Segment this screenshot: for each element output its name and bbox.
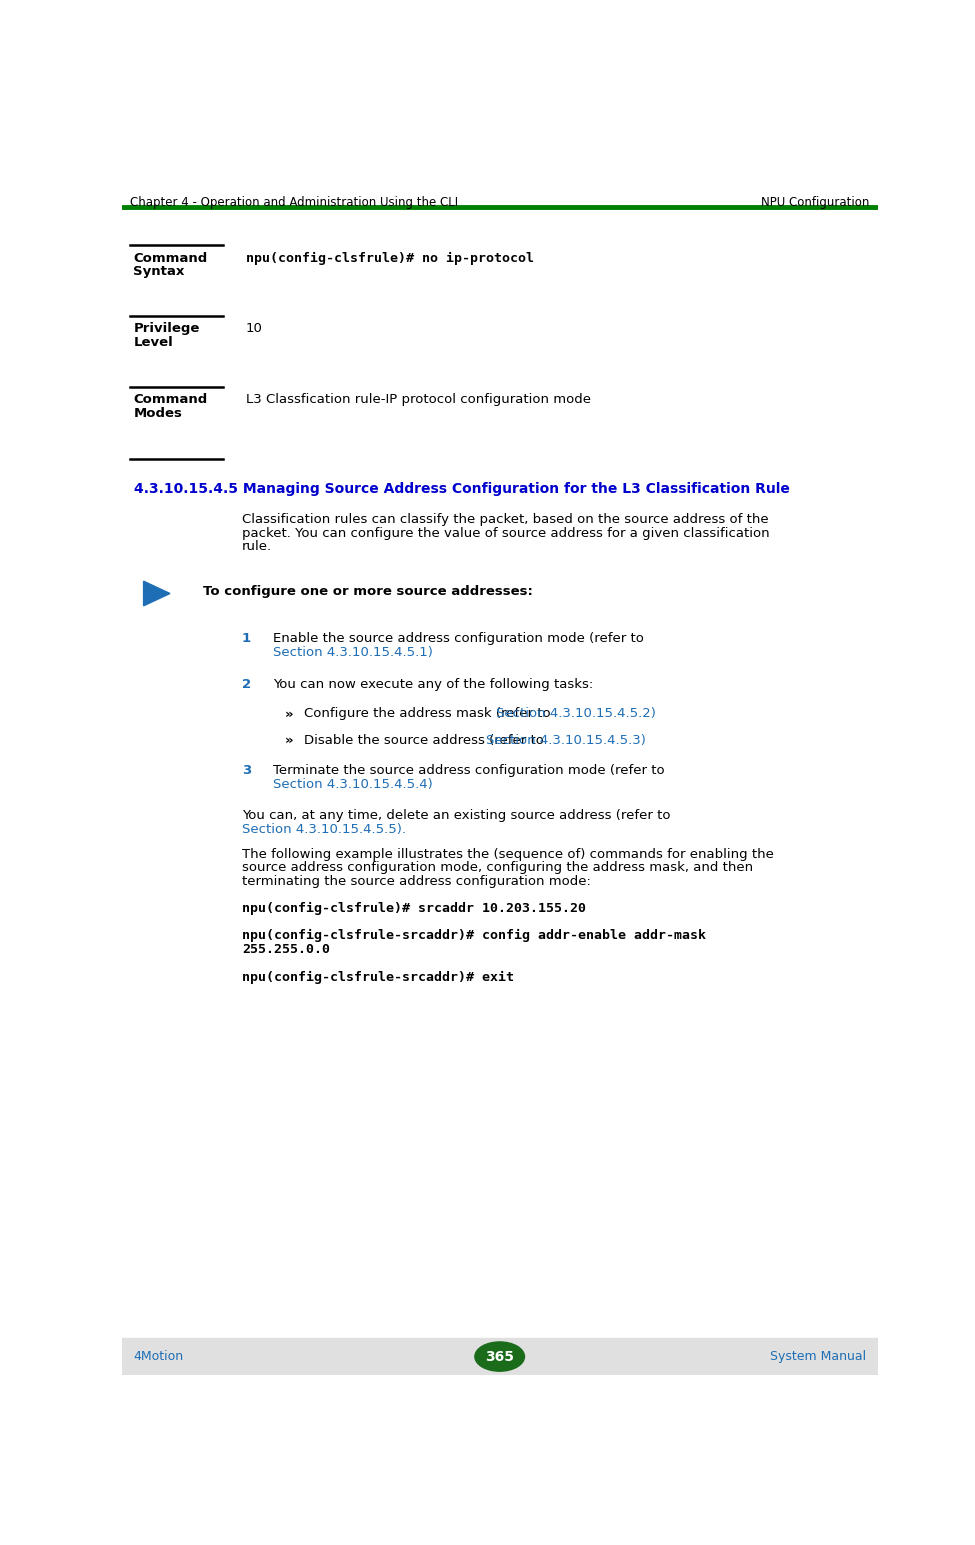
Text: Disable the source address (refer to: Disable the source address (refer to xyxy=(304,734,548,746)
Text: The following example illustrates the (sequence of) commands for enabling the: The following example illustrates the (s… xyxy=(242,848,774,861)
Text: npu(config-clsfrule)# no ip-protocol: npu(config-clsfrule)# no ip-protocol xyxy=(246,252,534,264)
Text: »: » xyxy=(285,708,293,720)
Text: Section 4.3.10.15.4.5.2): Section 4.3.10.15.4.5.2) xyxy=(496,708,656,720)
Text: NPU Configuration: NPU Configuration xyxy=(761,196,870,209)
Text: Enable the source address configuration mode (refer to: Enable the source address configuration … xyxy=(273,632,644,644)
Text: Command: Command xyxy=(134,252,208,264)
Text: 365: 365 xyxy=(486,1350,514,1364)
Text: Chapter 4 - Operation and Administration Using the CLI: Chapter 4 - Operation and Administration… xyxy=(130,196,457,209)
Text: packet. You can configure the value of source address for a given classification: packet. You can configure the value of s… xyxy=(242,527,769,539)
Bar xyxy=(122,1338,878,1375)
Text: System Manual: System Manual xyxy=(769,1350,866,1363)
Text: Classification rules can classify the packet, based on the source address of the: Classification rules can classify the pa… xyxy=(242,513,768,525)
Text: 4Motion: 4Motion xyxy=(134,1350,183,1363)
Text: Modes: Modes xyxy=(134,408,182,420)
Text: Section 4.3.10.15.4.5.1): Section 4.3.10.15.4.5.1) xyxy=(273,646,433,658)
Text: Section 4.3.10.15.4.5.3): Section 4.3.10.15.4.5.3) xyxy=(487,734,646,746)
Text: 10: 10 xyxy=(246,323,262,335)
Text: 255.255.0.0: 255.255.0.0 xyxy=(242,942,330,956)
Text: 1: 1 xyxy=(242,632,252,644)
Text: To configure one or more source addresses:: To configure one or more source addresse… xyxy=(203,586,533,598)
Text: source address configuration mode, configuring the address mask, and then: source address configuration mode, confi… xyxy=(242,862,753,874)
Text: You can now execute any of the following tasks:: You can now execute any of the following… xyxy=(273,678,593,691)
Text: 4.3.10.15.4.5 Managing Source Address Configuration for the L3 Classification Ru: 4.3.10.15.4.5 Managing Source Address Co… xyxy=(134,482,790,496)
Text: »: » xyxy=(285,734,293,746)
Text: Configure the address mask (refer to: Configure the address mask (refer to xyxy=(304,708,555,720)
Ellipse shape xyxy=(475,1343,525,1372)
Text: Privilege: Privilege xyxy=(134,323,200,335)
Text: 3: 3 xyxy=(242,765,252,777)
Text: terminating the source address configuration mode:: terminating the source address configura… xyxy=(242,876,591,888)
Text: L3 Classfication rule-IP protocol configuration mode: L3 Classfication rule-IP protocol config… xyxy=(246,394,591,406)
Text: npu(config-clsfrule-srcaddr)# config addr-enable addr-mask: npu(config-clsfrule-srcaddr)# config add… xyxy=(242,929,706,942)
Polygon shape xyxy=(143,581,170,606)
Text: Command: Command xyxy=(134,394,208,406)
Text: Section 4.3.10.15.4.5.4): Section 4.3.10.15.4.5.4) xyxy=(273,779,433,791)
Text: npu(config-clsfrule)# srcaddr 10.203.155.20: npu(config-clsfrule)# srcaddr 10.203.155… xyxy=(242,901,586,915)
Text: npu(config-clsfrule-srcaddr)# exit: npu(config-clsfrule-srcaddr)# exit xyxy=(242,970,514,984)
Text: Section 4.3.10.15.4.5.5).: Section 4.3.10.15.4.5.5). xyxy=(242,823,406,836)
Text: Terminate the source address configuration mode (refer to: Terminate the source address configurati… xyxy=(273,765,665,777)
Text: 2: 2 xyxy=(242,678,252,691)
Text: rule.: rule. xyxy=(242,541,272,553)
Text: Syntax: Syntax xyxy=(134,266,185,278)
Text: Level: Level xyxy=(134,337,174,349)
Text: You can, at any time, delete an existing source address (refer to: You can, at any time, delete an existing… xyxy=(242,810,671,822)
